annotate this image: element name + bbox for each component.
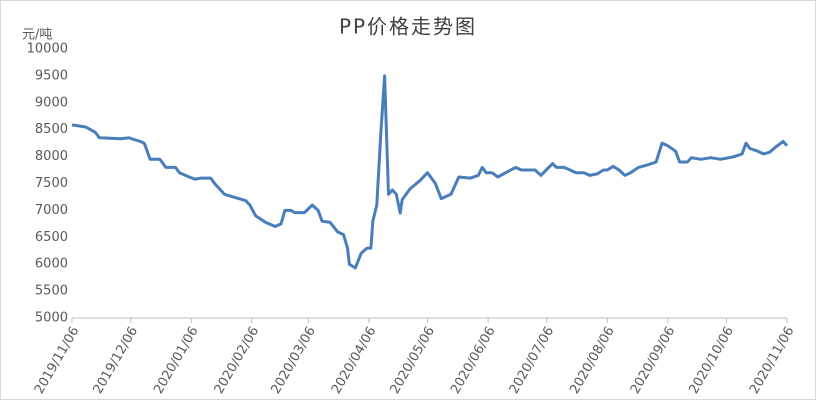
y-tick-label: 7500 — [35, 176, 68, 191]
y-tick-label: 5000 — [35, 311, 68, 326]
y-tick-label: 9500 — [35, 68, 68, 83]
y-tick-label: 5500 — [35, 284, 68, 299]
y-tick-label: 8000 — [35, 149, 68, 164]
y-tick-label: 9000 — [35, 95, 68, 110]
y-tick-label: 6000 — [35, 257, 68, 272]
y-unit: 元/吨 — [22, 28, 52, 43]
y-tick-label: 10000 — [27, 42, 68, 57]
y-tick-label: 6500 — [35, 230, 68, 245]
line — [71, 74, 789, 270]
chart-title: PP价格走势图 — [339, 15, 477, 39]
y-tick-label: 7000 — [35, 203, 68, 218]
y-tick-label: 8500 — [35, 122, 68, 137]
